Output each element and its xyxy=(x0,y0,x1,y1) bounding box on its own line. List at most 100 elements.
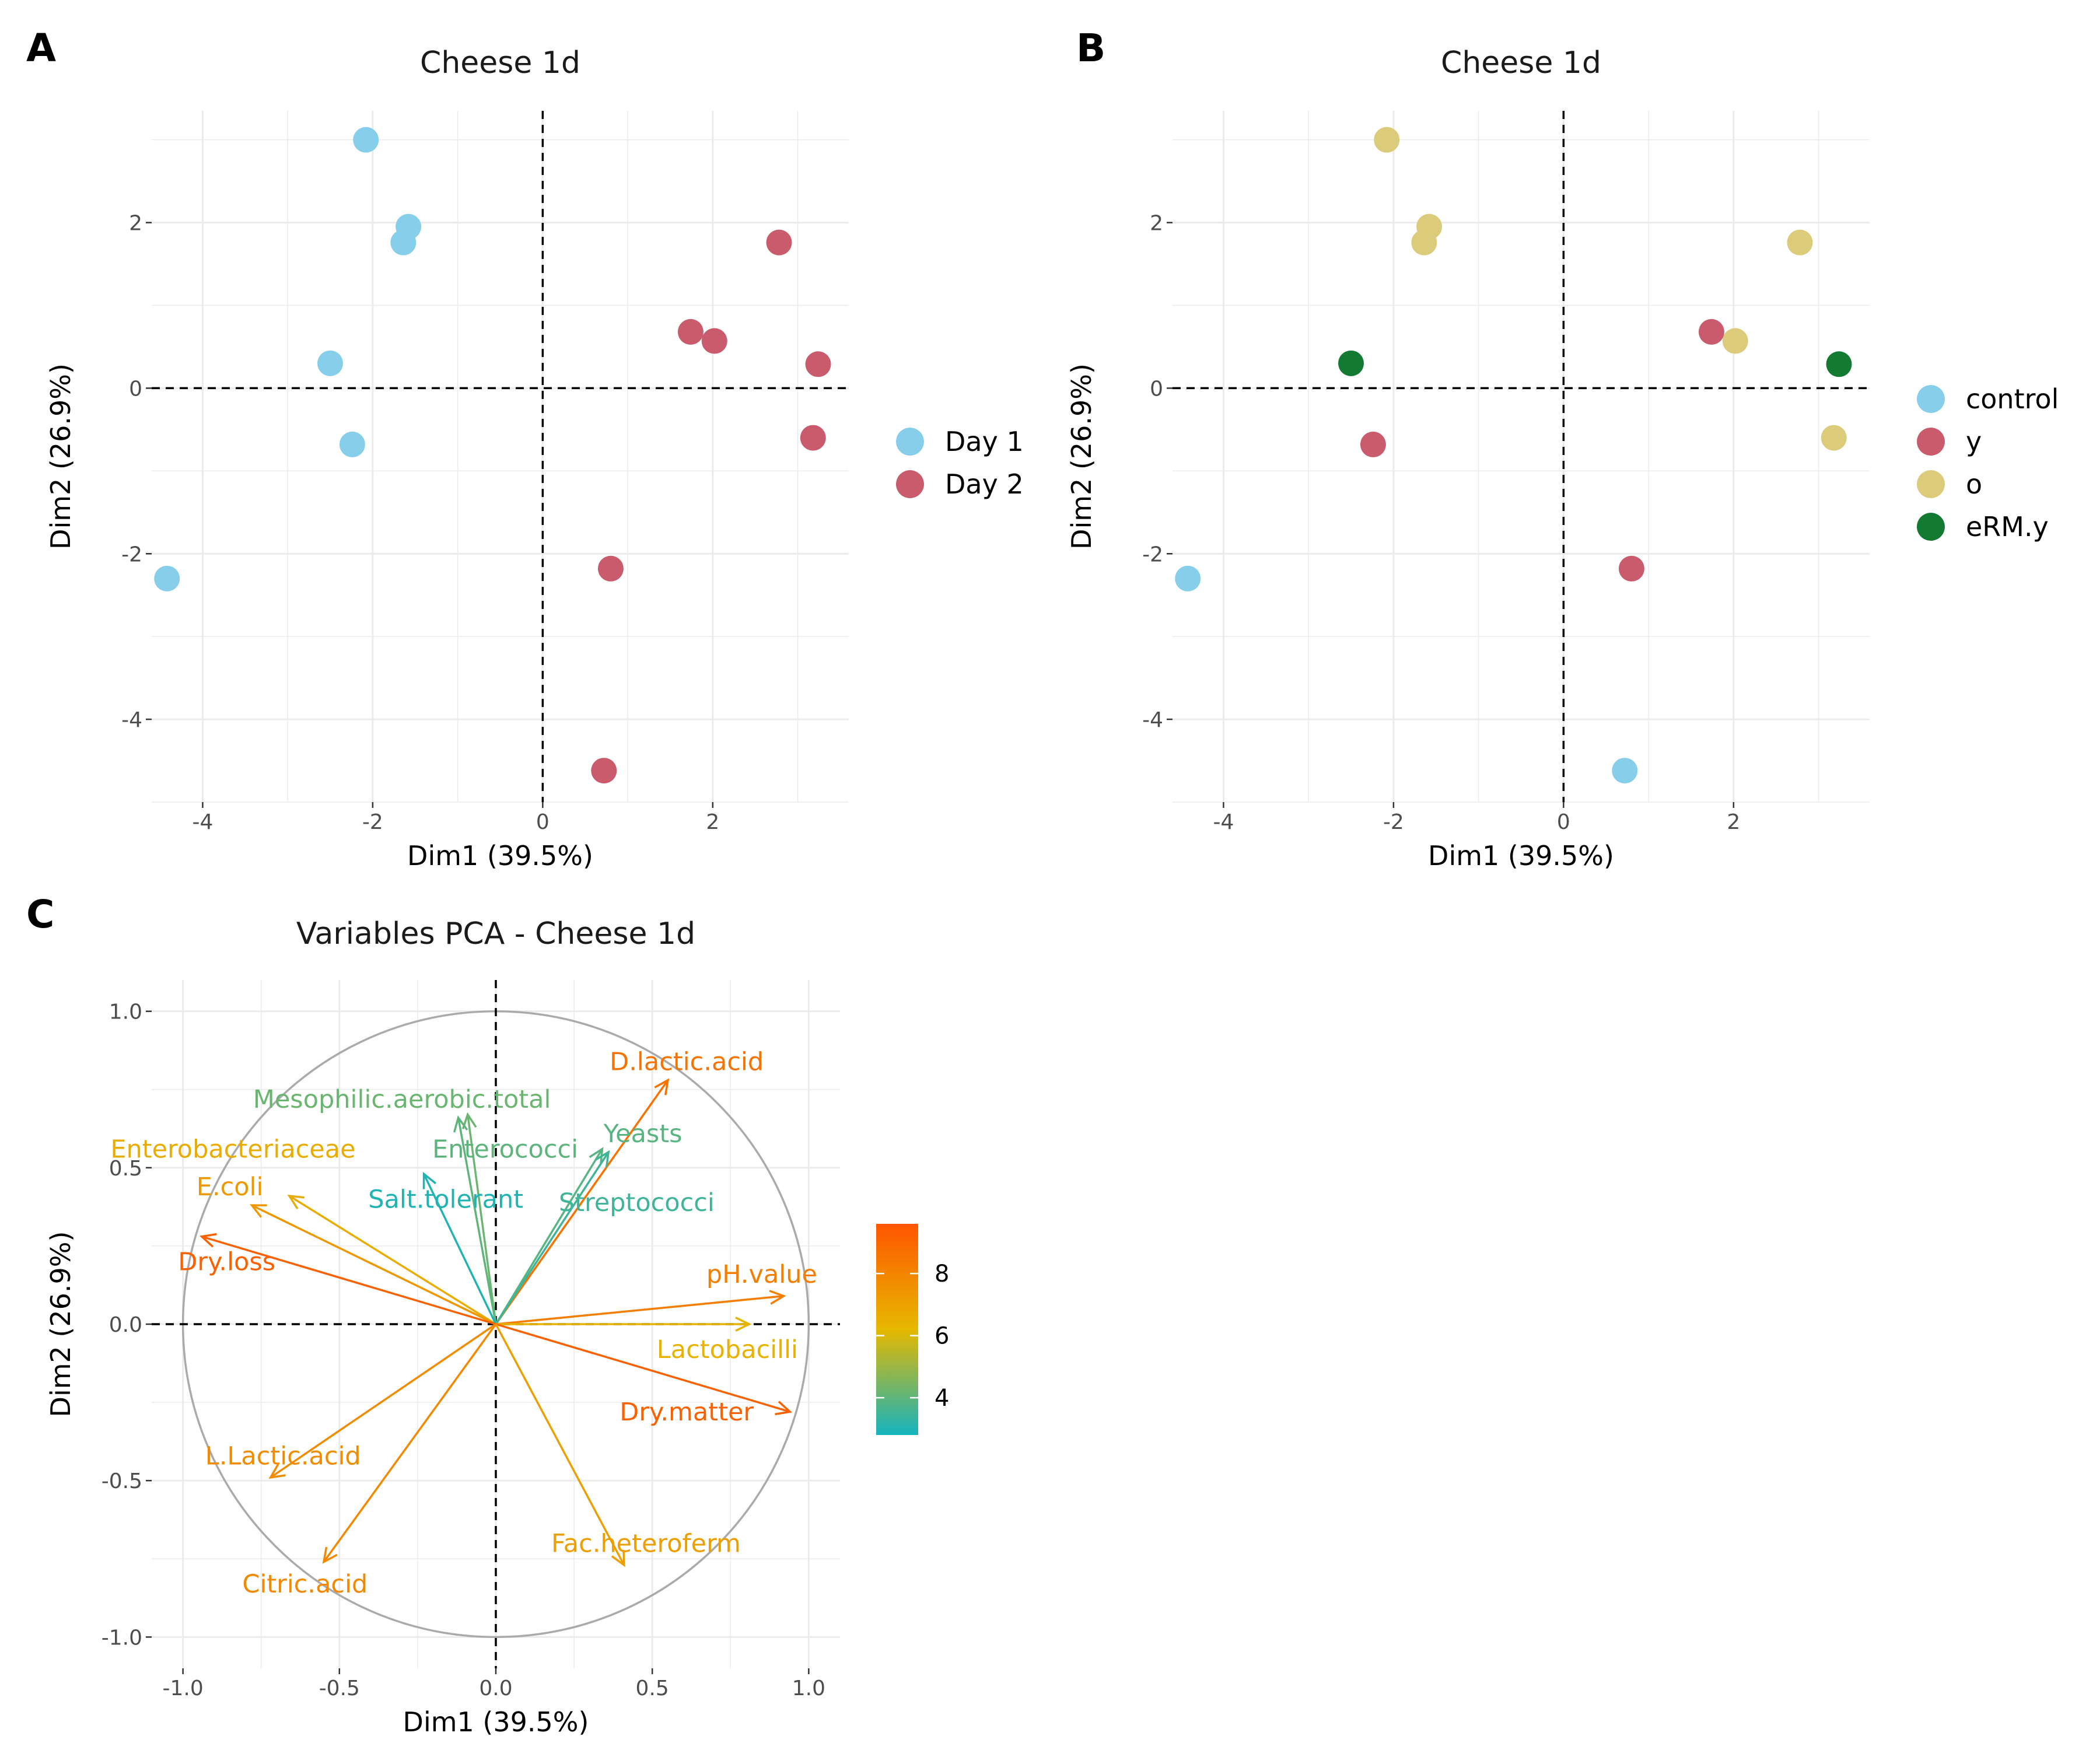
variable-arrowhead xyxy=(611,1549,625,1567)
y-tick-label: -2 xyxy=(121,542,142,566)
panel-a-scatter: -4 -2 0 2 -4 -2 0 2 Cheese 1d Dim1 (39.5%) Dim2 (2… xyxy=(45,46,1024,872)
panel-b-scatter: -4 -2 0 2 -4 -2 0 2 Cheese 1d Dim1 (39.5%) Dim2 (2… xyxy=(1066,46,2059,872)
x-tick-label: -2 xyxy=(362,810,383,834)
legend-key xyxy=(1917,385,1945,413)
variable-label: Mesophilic.aerobic.total xyxy=(253,1085,551,1114)
x-tick-label: 0 xyxy=(536,810,550,834)
variable-arrowhead xyxy=(268,1464,286,1479)
variable-arrowhead xyxy=(654,1078,670,1096)
legend-key xyxy=(1917,428,1945,456)
y-tick-label: 0.5 xyxy=(109,1157,142,1181)
legend-label: y xyxy=(1966,426,1982,457)
data-point xyxy=(766,229,792,256)
variable-arrowhead xyxy=(422,1171,437,1189)
data-point xyxy=(1787,229,1813,256)
data-point xyxy=(1338,350,1364,376)
x-tick-label: -4 xyxy=(1213,810,1234,834)
variable-arrowhead xyxy=(287,1194,305,1209)
x-tick-label: -0.5 xyxy=(319,1676,360,1700)
variable-label: Enterococci xyxy=(432,1135,578,1164)
variable-label: Streptococci xyxy=(559,1188,715,1217)
variable-label: Dry.matter xyxy=(620,1398,754,1427)
x-tick-label: -4 xyxy=(192,810,213,834)
data-point xyxy=(805,351,831,377)
legend-label: eRM.y xyxy=(1966,511,2049,542)
variable-label: Lactobacilli xyxy=(657,1335,798,1364)
variable-arrowhead xyxy=(250,1204,267,1218)
variable-arrow xyxy=(495,1148,603,1325)
x-axis-title: Dim1 (39.5%) xyxy=(407,840,593,872)
panel-c-variables-pca: D.lactic.acid Mesophilic.aerobic.total Ent… xyxy=(45,916,949,1738)
legend-label: control xyxy=(1966,383,2059,415)
y-tick-label: 2 xyxy=(1150,212,1163,236)
x-axis-title: Dim1 (39.5%) xyxy=(1428,840,1614,872)
variable-arrow xyxy=(495,1294,784,1325)
variable-arrow xyxy=(495,1152,610,1325)
data-point xyxy=(1360,431,1386,457)
data-point xyxy=(677,318,704,345)
variable-arrow xyxy=(201,1236,496,1325)
y-tick-label: -0.5 xyxy=(102,1469,142,1493)
colorbar-tick-label: 4 xyxy=(935,1385,949,1412)
data-point xyxy=(317,350,344,376)
variable-arrow xyxy=(289,1195,496,1325)
data-point xyxy=(591,758,617,784)
y-tick-label: 0.0 xyxy=(109,1313,142,1337)
variable-arrowhead xyxy=(769,1290,786,1305)
data-point xyxy=(1722,328,1748,354)
data-point xyxy=(597,555,624,582)
x-tick-label: 0 xyxy=(1557,810,1570,834)
data-point xyxy=(390,229,416,256)
data-point xyxy=(1821,425,1847,451)
legend-key xyxy=(1917,513,1945,541)
x-tick-label: 2 xyxy=(706,810,719,834)
variable-arrow xyxy=(457,1117,497,1325)
variable-arrow xyxy=(251,1204,496,1325)
variable-label: E.coli xyxy=(197,1172,264,1202)
panel-letter-a: A xyxy=(26,26,56,71)
data-point xyxy=(1826,351,1852,377)
variable-arrow xyxy=(270,1323,496,1479)
x-tick-label: 0.0 xyxy=(479,1676,512,1700)
data-point xyxy=(701,328,727,354)
y-tick-label: 2 xyxy=(129,212,142,236)
variable-label: D.lactic.acid xyxy=(610,1047,764,1076)
y-axis-title: Dim2 (26.9%) xyxy=(45,363,76,550)
data-point xyxy=(1698,318,1724,345)
colorbar-tick-label: 6 xyxy=(935,1323,949,1350)
y-tick-label: -4 xyxy=(121,708,142,732)
x-tick-label: 0.5 xyxy=(636,1676,669,1700)
variable-arrow xyxy=(423,1173,497,1325)
legend-label: Day 2 xyxy=(945,468,1024,500)
variable-arrowhead xyxy=(594,1150,610,1168)
chart-title: Cheese 1d xyxy=(420,46,580,80)
data-point xyxy=(1411,229,1437,256)
data-point xyxy=(339,431,365,457)
variable-label: L.Lactic.acid xyxy=(205,1441,361,1471)
data-point xyxy=(1612,758,1638,784)
variable-label: Citric.acid xyxy=(242,1570,368,1599)
variable-arrowhead xyxy=(735,1317,752,1332)
data-point xyxy=(154,565,180,592)
panel-letter-b: B xyxy=(1076,26,1105,71)
colorbar-tick-label: 8 xyxy=(935,1261,949,1287)
variable-arrowhead xyxy=(199,1233,217,1248)
variable-arrowhead xyxy=(589,1147,604,1164)
y-axis-title: Dim2 (26.9%) xyxy=(45,1231,76,1418)
variable-arrow xyxy=(495,1324,625,1566)
panel-letter-c: C xyxy=(26,892,54,937)
legend-key xyxy=(1917,470,1945,498)
variable-arrow xyxy=(495,1079,669,1325)
y-tick-label: 1.0 xyxy=(109,1000,142,1024)
variable-arrowhead xyxy=(461,1112,477,1129)
data-point xyxy=(1374,127,1400,153)
y-tick-label: -4 xyxy=(1142,708,1163,732)
y-axis-title: Dim2 (26.9%) xyxy=(1066,363,1097,550)
variable-arrow xyxy=(466,1114,497,1325)
x-tick-label: 2 xyxy=(1727,810,1740,834)
legend-label: Day 1 xyxy=(945,426,1024,457)
chart-title: Variables PCA - Cheese 1d xyxy=(296,916,695,951)
variable-label: Enterobacteriaceae xyxy=(110,1135,355,1164)
y-tick-label: -1.0 xyxy=(102,1626,142,1650)
